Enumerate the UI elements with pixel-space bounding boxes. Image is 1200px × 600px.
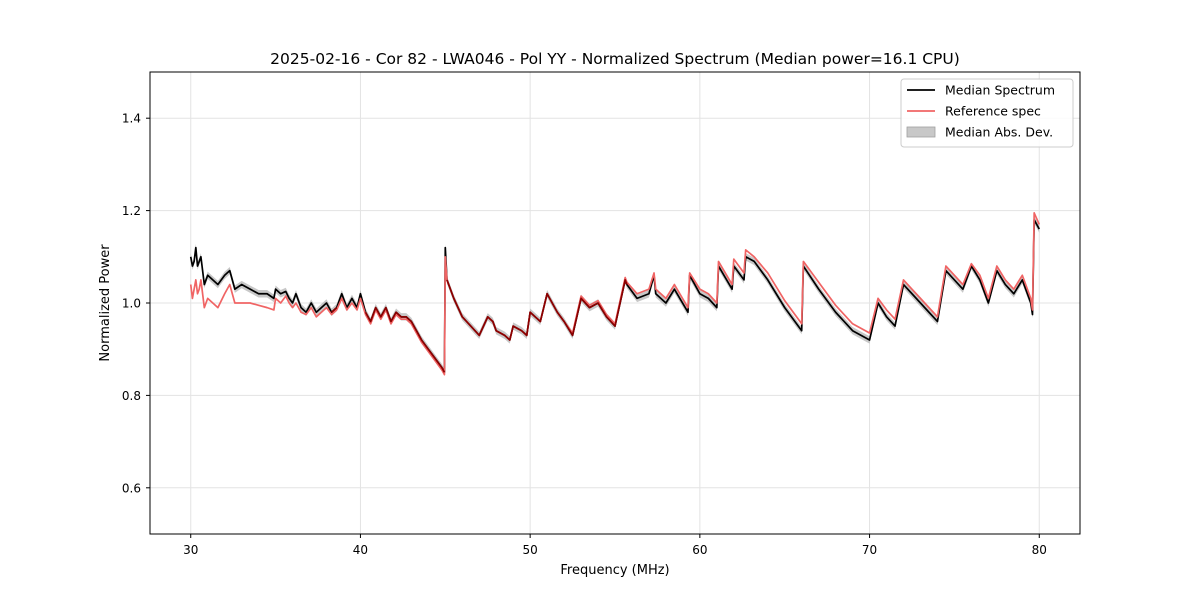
x-tick-label: 30 — [183, 543, 198, 557]
legend-mad-swatch — [906, 126, 936, 138]
legend-reference-label: Reference spec — [945, 104, 1041, 119]
series-layer — [189, 212, 1041, 376]
x-tick-label: 50 — [523, 543, 538, 557]
y-tick-label: 0.8 — [122, 389, 141, 403]
y-tick-label: 1.4 — [122, 112, 141, 126]
y-tick-label: 1.0 — [122, 297, 141, 311]
overlap-segment — [331, 306, 338, 313]
x-tick-label: 70 — [862, 543, 877, 557]
y-tick-label: 0.6 — [122, 481, 141, 495]
x-tick-label: 80 — [1032, 543, 1047, 557]
chart-title: 2025-02-16 - Cor 82 - LWA046 - Pol YY - … — [270, 50, 960, 68]
legend-median-label: Median Spectrum — [945, 83, 1055, 98]
axis-ticks: 30 40 50 60 70 80 0.6 0.8 1.0 1.2 1.4 — [122, 112, 1047, 557]
x-tick-label: 60 — [692, 543, 707, 557]
overlap-segment — [446, 279, 628, 341]
overlap-segment — [364, 306, 446, 373]
legend: Median Spectrum Reference spec Median Ab… — [900, 78, 1074, 148]
y-axis-label: Normalized Power — [98, 244, 113, 362]
x-tick-label: 40 — [353, 543, 368, 557]
x-axis-label: Frequency (MHz) — [560, 563, 669, 578]
legend-box — [900, 78, 1074, 148]
legend-mad-label: Median Abs. Dev. — [945, 125, 1053, 140]
y-tick-label: 1.2 — [122, 204, 141, 218]
